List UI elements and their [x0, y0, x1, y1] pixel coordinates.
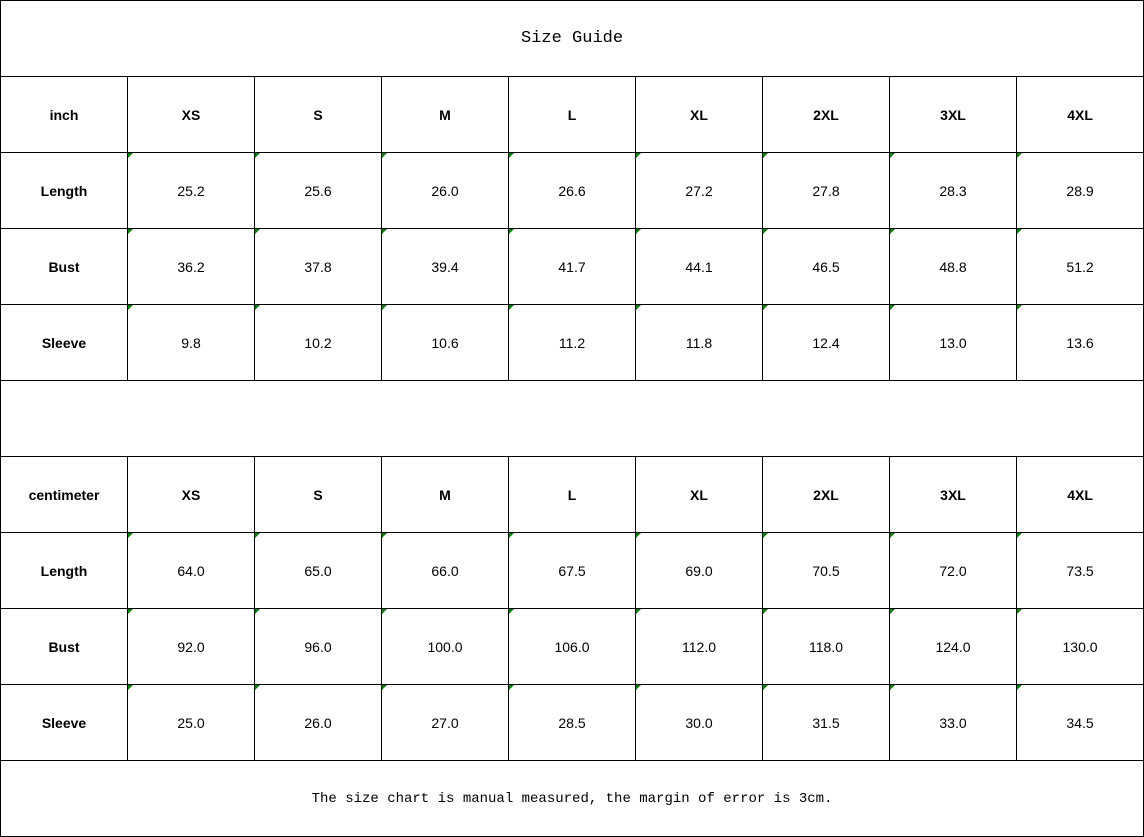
size-header: XS [127, 456, 255, 533]
header-row: centimeter XS S M L XL 2XL 3XL 4XL [0, 456, 1144, 533]
table-row: Length 25.2 25.6 26.0 26.6 27.2 27.8 28.3 28.9 [0, 152, 1144, 229]
size-header: 3XL [889, 456, 1017, 533]
measurement-cell: 96.0 [254, 608, 382, 685]
spacer-row [0, 380, 1144, 457]
measurement-cell: 124.0 [889, 608, 1017, 685]
measurement-cell: 28.5 [508, 684, 636, 761]
measurement-cell: 106.0 [508, 608, 636, 685]
measurement-cell: 26.0 [254, 684, 382, 761]
size-header: XL [635, 76, 763, 153]
measurement-cell: 10.2 [254, 304, 382, 381]
measurement-cell: 48.8 [889, 228, 1017, 305]
measurement-cell: 9.8 [127, 304, 255, 381]
measurement-cell: 65.0 [254, 532, 382, 609]
measurement-cell: 70.5 [762, 532, 890, 609]
row-label: Bust [0, 608, 128, 685]
measurement-cell: 37.8 [254, 228, 382, 305]
unit-label: inch [0, 76, 128, 153]
page-title: Size Guide [0, 0, 1144, 77]
table-row: Sleeve 25.0 26.0 27.0 28.5 30.0 31.5 33.0 34.5 [0, 684, 1144, 761]
size-header: 4XL [1015, 76, 1144, 153]
measurement-cell: 11.8 [635, 304, 763, 381]
measurement-cell: 11.2 [508, 304, 636, 381]
note-row: The size chart is manual measured, the m… [0, 760, 1144, 837]
measurement-cell: 27.8 [762, 152, 890, 229]
measurement-cell: 39.4 [381, 228, 509, 305]
row-label: Length [0, 532, 128, 609]
measurement-cell: 33.0 [889, 684, 1017, 761]
table-row: Length 64.0 65.0 66.0 67.5 69.0 70.5 72.0 73.5 [0, 532, 1144, 609]
measurement-cell: 44.1 [635, 228, 763, 305]
measurement-cell: 69.0 [635, 532, 763, 609]
measurement-cell: 66.0 [381, 532, 509, 609]
measurement-cell: 34.5 [1015, 684, 1144, 761]
row-label: Bust [0, 228, 128, 305]
size-header: L [508, 76, 636, 153]
measurement-cell: 28.9 [1015, 152, 1144, 229]
measurement-cell: 27.2 [635, 152, 763, 229]
size-header: M [381, 456, 509, 533]
measurement-cell: 12.4 [762, 304, 890, 381]
table-row: Bust 36.2 37.8 39.4 41.7 44.1 46.5 48.8 51.2 [0, 228, 1144, 305]
measurement-cell: 26.6 [508, 152, 636, 229]
measurement-cell: 25.6 [254, 152, 382, 229]
measurement-cell: 13.6 [1015, 304, 1144, 381]
size-header: S [254, 76, 382, 153]
size-header: 3XL [889, 76, 1017, 153]
measurement-cell: 30.0 [635, 684, 763, 761]
measurement-cell: 64.0 [127, 532, 255, 609]
row-label: Sleeve [0, 684, 128, 761]
measurement-cell: 13.0 [889, 304, 1017, 381]
measurement-cell: 67.5 [508, 532, 636, 609]
row-label: Length [0, 152, 128, 229]
size-header: S [254, 456, 382, 533]
size-header: M [381, 76, 509, 153]
measurement-cell: 73.5 [1015, 532, 1144, 609]
measurement-note: The size chart is manual measured, the m… [0, 760, 1144, 837]
measurement-cell: 46.5 [762, 228, 890, 305]
table-row: Sleeve 9.8 10.2 10.6 11.2 11.8 12.4 13.0 13.6 [0, 304, 1144, 381]
unit-label: centimeter [0, 456, 128, 533]
header-row: inch XS S M L XL 2XL 3XL 4XL [0, 76, 1144, 153]
measurement-cell: 118.0 [762, 608, 890, 685]
row-label: Sleeve [0, 304, 128, 381]
measurement-cell: 26.0 [381, 152, 509, 229]
measurement-cell: 28.3 [889, 152, 1017, 229]
spacer-cell [0, 380, 1144, 457]
measurement-cell: 25.0 [127, 684, 255, 761]
size-header: 2XL [762, 456, 890, 533]
measurement-cell: 51.2 [1015, 228, 1144, 305]
size-header: L [508, 456, 636, 533]
measurement-cell: 130.0 [1015, 608, 1144, 685]
measurement-cell: 10.6 [381, 304, 509, 381]
measurement-cell: 36.2 [127, 228, 255, 305]
measurement-cell: 31.5 [762, 684, 890, 761]
size-header: 4XL [1015, 456, 1144, 533]
size-header: XS [127, 76, 255, 153]
measurement-cell: 27.0 [381, 684, 509, 761]
measurement-cell: 92.0 [127, 608, 255, 685]
measurement-cell: 72.0 [889, 532, 1017, 609]
measurement-cell: 112.0 [635, 608, 763, 685]
measurement-cell: 41.7 [508, 228, 636, 305]
title-row: Size Guide [0, 0, 1144, 77]
measurement-cell: 25.2 [127, 152, 255, 229]
size-header: XL [635, 456, 763, 533]
size-header: 2XL [762, 76, 890, 153]
table-row: Bust 92.0 96.0 100.0 106.0 112.0 118.0 124.0 130… [0, 608, 1144, 685]
measurement-cell: 100.0 [381, 608, 509, 685]
